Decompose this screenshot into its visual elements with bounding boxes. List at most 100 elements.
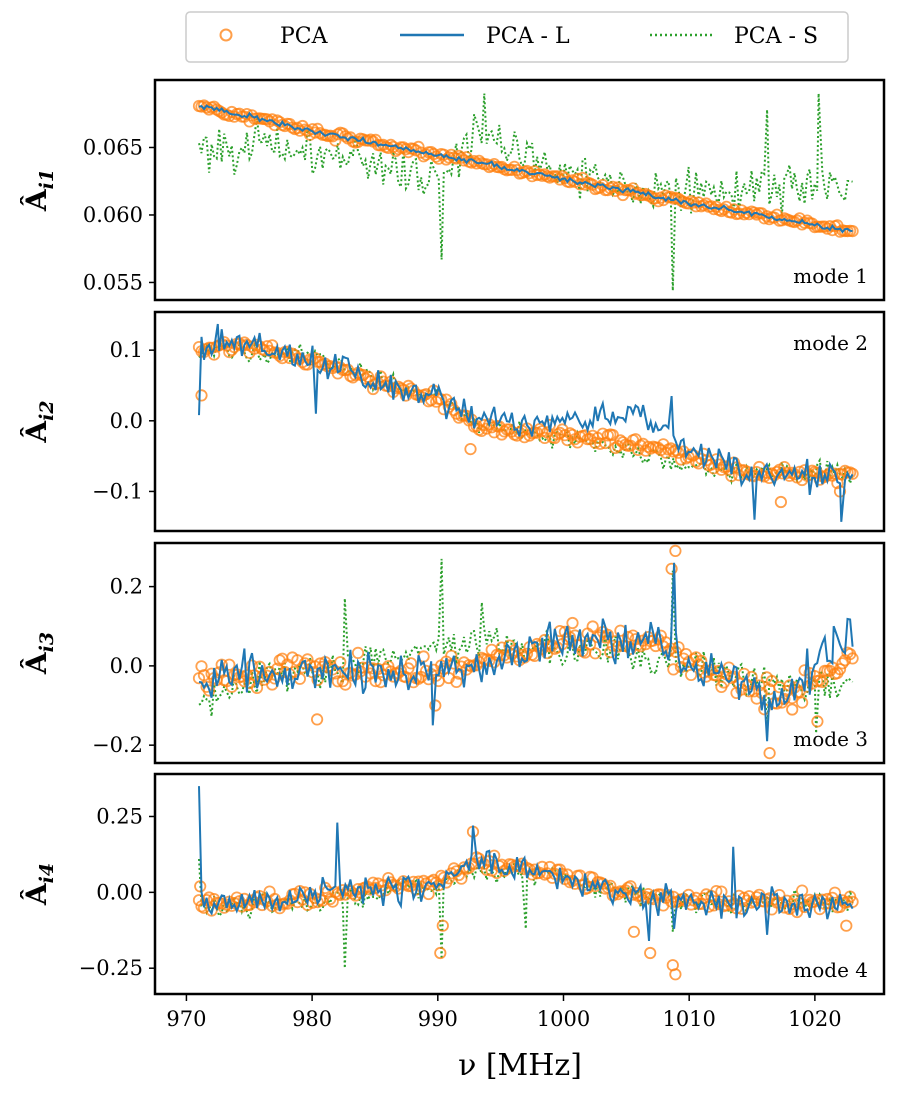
plot-area bbox=[192, 323, 859, 522]
pca-point bbox=[536, 425, 549, 438]
pca-point bbox=[266, 113, 279, 126]
y-tick-label: 0.2 bbox=[110, 575, 143, 599]
pca-point bbox=[404, 657, 418, 670]
pca-outlier-point bbox=[627, 925, 641, 938]
mode-label: mode 1 bbox=[793, 264, 868, 288]
panel-1: 0.055 0.060 0.065 Âi1 mode 1 bbox=[20, 78, 886, 302]
pca-outlier-point bbox=[669, 544, 682, 558]
pca-point bbox=[533, 422, 546, 436]
x-tick-label: 1020 bbox=[788, 1007, 841, 1031]
y-tick-label: 0.1 bbox=[110, 338, 143, 362]
x-axis-label: ν [MHz] bbox=[458, 1048, 582, 1083]
pca-point bbox=[450, 675, 463, 689]
panel-4: −0.25 0.00 0.25 Âi4 mode 4 bbox=[20, 772, 886, 996]
pca-point bbox=[301, 653, 314, 666]
pca-point bbox=[846, 652, 859, 665]
x-axis: 970 980 990 1000 1010 1020 bbox=[166, 994, 842, 1031]
pca-point bbox=[238, 675, 251, 688]
y-label-symbol: Â bbox=[20, 882, 53, 906]
pca-outlier-point bbox=[665, 562, 678, 575]
mode-label: mode 4 bbox=[793, 958, 868, 982]
pca-point bbox=[331, 675, 344, 688]
pca-point bbox=[566, 616, 579, 630]
y-tick-label: −0.1 bbox=[92, 479, 143, 503]
series-pca-l-line bbox=[198, 562, 854, 742]
pca-point bbox=[715, 885, 728, 898]
pca-outlier-point bbox=[840, 919, 853, 932]
pca-point bbox=[223, 658, 236, 671]
pca-point bbox=[803, 893, 816, 907]
y-tick-label: 0.055 bbox=[83, 270, 143, 294]
pca-point bbox=[203, 684, 216, 697]
y-label-subscript: i4 bbox=[36, 863, 58, 883]
panel-frame bbox=[153, 772, 886, 996]
pca-point bbox=[695, 654, 708, 667]
x-tick-label: 1010 bbox=[662, 1007, 715, 1031]
pca-point bbox=[589, 647, 602, 660]
series-pca-s-line bbox=[198, 341, 854, 488]
pca-point bbox=[422, 887, 435, 901]
pca-point bbox=[445, 649, 458, 662]
legend-pca-label: PCA bbox=[280, 24, 329, 49]
pca-outlier-point bbox=[310, 713, 324, 726]
y-tick-label: 0.060 bbox=[83, 203, 143, 227]
pca-point bbox=[581, 881, 594, 895]
pca-point bbox=[664, 190, 678, 203]
pca-point bbox=[816, 675, 829, 689]
y-label-symbol: Â bbox=[20, 188, 53, 212]
y-label-subscript: i1 bbox=[36, 169, 58, 189]
legend-pcal-label: PCA - L bbox=[486, 24, 570, 49]
legend-pca-marker bbox=[219, 28, 233, 42]
pca-outlier-point bbox=[436, 919, 449, 932]
x-tick-label: 1000 bbox=[537, 1007, 590, 1031]
y-axis-label: Âi2 bbox=[20, 400, 58, 443]
legend-frame bbox=[185, 11, 849, 63]
panel-3: −0.2 0.0 0.2 Âi3 mode 3 bbox=[20, 541, 886, 765]
pca-outlier-point bbox=[669, 968, 682, 981]
series-pca-l-line bbox=[198, 104, 853, 234]
pca-point bbox=[621, 630, 635, 644]
pca-point bbox=[339, 678, 352, 691]
pca-outlier-point bbox=[763, 746, 776, 760]
pca-point bbox=[674, 453, 688, 466]
y-axis-label: Âi4 bbox=[20, 863, 58, 906]
pca-point bbox=[828, 886, 842, 899]
y-tick-label: 0.00 bbox=[96, 880, 143, 904]
pca-point bbox=[833, 663, 847, 676]
y-label-subscript: i2 bbox=[36, 400, 58, 420]
y-tick-label: 0.0 bbox=[110, 654, 143, 678]
pca-point bbox=[765, 674, 778, 688]
pca-point bbox=[455, 872, 468, 885]
series-pca-l-line bbox=[198, 323, 854, 522]
pca-point bbox=[778, 460, 791, 474]
pca-point bbox=[351, 646, 365, 660]
panel-frame bbox=[153, 541, 886, 765]
x-tick-label: 990 bbox=[418, 1007, 458, 1031]
mode-label: mode 3 bbox=[793, 727, 868, 751]
pca-point bbox=[742, 685, 756, 698]
mode-label: mode 2 bbox=[793, 331, 868, 355]
y-tick-label: 0.065 bbox=[83, 135, 143, 159]
pca-outlier-point bbox=[464, 442, 477, 456]
pca-outlier-point bbox=[194, 880, 207, 893]
y-tick-label: −0.2 bbox=[92, 733, 143, 757]
series-pca-l-line bbox=[198, 786, 854, 941]
pca-outlier-point bbox=[774, 495, 788, 509]
plot-area bbox=[192, 544, 859, 760]
y-tick-label: 0.25 bbox=[96, 804, 143, 828]
pca-point bbox=[795, 696, 809, 709]
y-label-symbol: Â bbox=[20, 651, 53, 675]
y-label-subscript: i3 bbox=[36, 632, 58, 652]
pca-point bbox=[311, 895, 324, 909]
panels: 0.055 0.060 0.065 Âi1 mode 1 −0.1 0.0 0.1 Âi2 mod… bbox=[20, 78, 886, 996]
pca-point bbox=[235, 900, 248, 913]
y-tick-label: 0.0 bbox=[110, 409, 143, 433]
y-tick-label: −0.25 bbox=[79, 956, 143, 980]
x-tick-label: 970 bbox=[166, 1007, 206, 1031]
pca-point bbox=[586, 620, 599, 633]
legend: PCA PCA - L PCA - S bbox=[185, 11, 849, 63]
pca-point bbox=[836, 657, 849, 670]
pca-point bbox=[329, 667, 342, 680]
legend-pcas-label: PCA - S bbox=[734, 24, 818, 49]
